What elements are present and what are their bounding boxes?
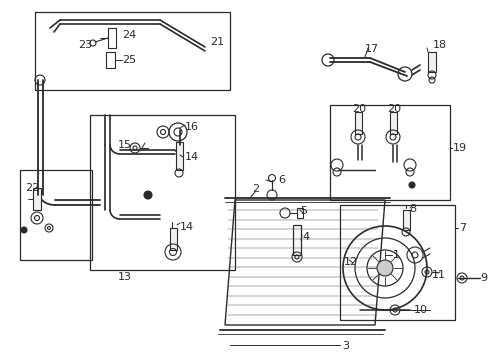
Bar <box>402 210 409 230</box>
Bar <box>108 28 116 48</box>
Text: 5: 5 <box>299 206 306 216</box>
Bar <box>170 228 177 250</box>
Text: 14: 14 <box>184 152 199 162</box>
Bar <box>354 112 361 134</box>
Text: 24: 24 <box>122 30 136 40</box>
Circle shape <box>21 227 27 233</box>
Text: 19: 19 <box>452 143 466 153</box>
Bar <box>106 52 115 68</box>
Bar <box>427 52 435 72</box>
Text: 12: 12 <box>343 257 357 267</box>
Text: 6: 6 <box>278 175 285 185</box>
Bar <box>33 188 41 210</box>
Text: 16: 16 <box>184 122 199 132</box>
Circle shape <box>408 182 414 188</box>
Bar <box>35 12 229 90</box>
Text: 2: 2 <box>251 184 259 194</box>
Text: 18: 18 <box>432 40 446 50</box>
Text: 21: 21 <box>209 37 224 47</box>
Text: 4: 4 <box>302 232 308 242</box>
Text: 10: 10 <box>413 305 427 315</box>
Text: 8: 8 <box>408 204 415 214</box>
Text: 20: 20 <box>386 104 400 114</box>
Bar <box>329 105 449 200</box>
Circle shape <box>143 191 152 199</box>
Text: 23: 23 <box>78 40 92 50</box>
Text: 14: 14 <box>180 222 194 232</box>
Bar <box>339 205 454 320</box>
Text: 1: 1 <box>392 250 399 260</box>
Text: 9: 9 <box>479 273 486 283</box>
Text: 15: 15 <box>118 140 132 150</box>
Text: 11: 11 <box>431 270 445 280</box>
Bar <box>90 115 235 270</box>
Circle shape <box>376 260 392 276</box>
Bar <box>292 225 301 255</box>
Bar <box>296 208 303 218</box>
Text: 20: 20 <box>351 104 366 114</box>
Bar <box>389 112 396 134</box>
Bar <box>20 170 92 260</box>
Text: 17: 17 <box>364 44 378 54</box>
Text: 22: 22 <box>25 183 39 193</box>
Text: 13: 13 <box>118 272 132 282</box>
Text: 7: 7 <box>458 223 465 233</box>
Text: 3: 3 <box>341 341 348 351</box>
Bar <box>176 142 183 170</box>
Text: 25: 25 <box>122 55 136 65</box>
